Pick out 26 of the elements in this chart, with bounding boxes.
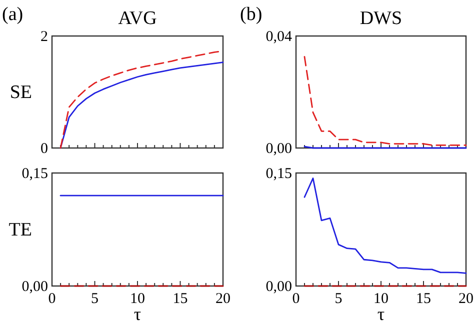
x-tick-label: 15 [172, 291, 188, 307]
y-tick-label: 0,00 [22, 279, 48, 295]
x-tick-label: 5 [334, 291, 342, 307]
y-tick-label: 0,00 [266, 141, 292, 157]
x-tick-label: 5 [91, 291, 98, 307]
y-tick-label: 0,15 [22, 166, 48, 182]
y-axis-title: SE [10, 82, 32, 103]
text: (b) [240, 4, 262, 25]
x-tick-label: 15 [416, 291, 431, 307]
y-tick-label: 0,04 [266, 29, 292, 45]
y-tick-label: 2 [40, 29, 48, 45]
x-tick-label: 20 [458, 291, 474, 307]
x-axis-title: τ [377, 304, 385, 324]
chart-title: AVG [118, 8, 158, 29]
x-tick-label: 20 [216, 291, 230, 307]
text: (a) [2, 4, 24, 25]
line-series [304, 178, 467, 274]
x-tick-label: 10 [130, 291, 145, 307]
y-tick-label: 0 [40, 141, 48, 157]
x-tick-label: 10 [374, 291, 388, 307]
y-axis-title: TE [8, 220, 32, 240]
y-tick-label: 0,15 [266, 166, 292, 182]
x-axis-title: τ [134, 304, 142, 324]
y-tick-label: 0,00 [266, 279, 292, 295]
line-series [304, 56, 467, 146]
chart-title: DWS [360, 8, 402, 29]
